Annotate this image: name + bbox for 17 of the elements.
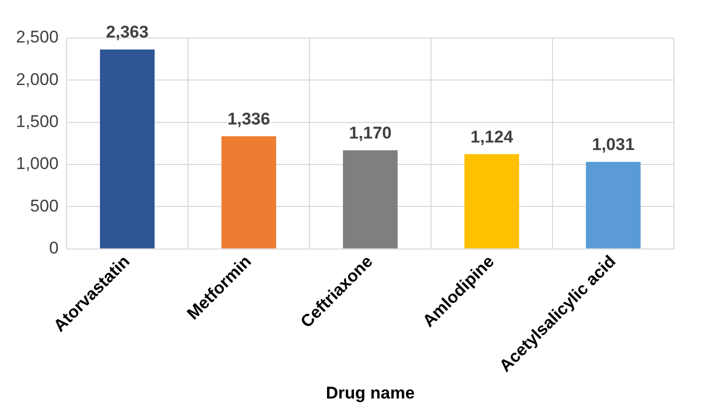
data-label: 2,363 [106, 22, 149, 42]
bar [221, 136, 276, 248]
bar [586, 162, 641, 248]
y-tick-label: 2,500 [16, 28, 59, 47]
data-label: 1,336 [228, 109, 270, 128]
data-label: 1,124 [470, 127, 514, 146]
y-tick-label: 2,000 [16, 70, 59, 89]
data-label: 1,031 [592, 135, 635, 154]
data-label: 1,170 [348, 123, 392, 142]
y-tick-label: 1,500 [16, 112, 59, 132]
y-tick-label: 0 [49, 238, 59, 258]
bar [100, 50, 155, 248]
y-tick-label: 500 [30, 196, 59, 216]
bar [342, 150, 398, 248]
x-axis-title: Drug name [326, 383, 415, 402]
y-tick-label: 1,000 [16, 154, 59, 174]
bar [464, 154, 520, 248]
